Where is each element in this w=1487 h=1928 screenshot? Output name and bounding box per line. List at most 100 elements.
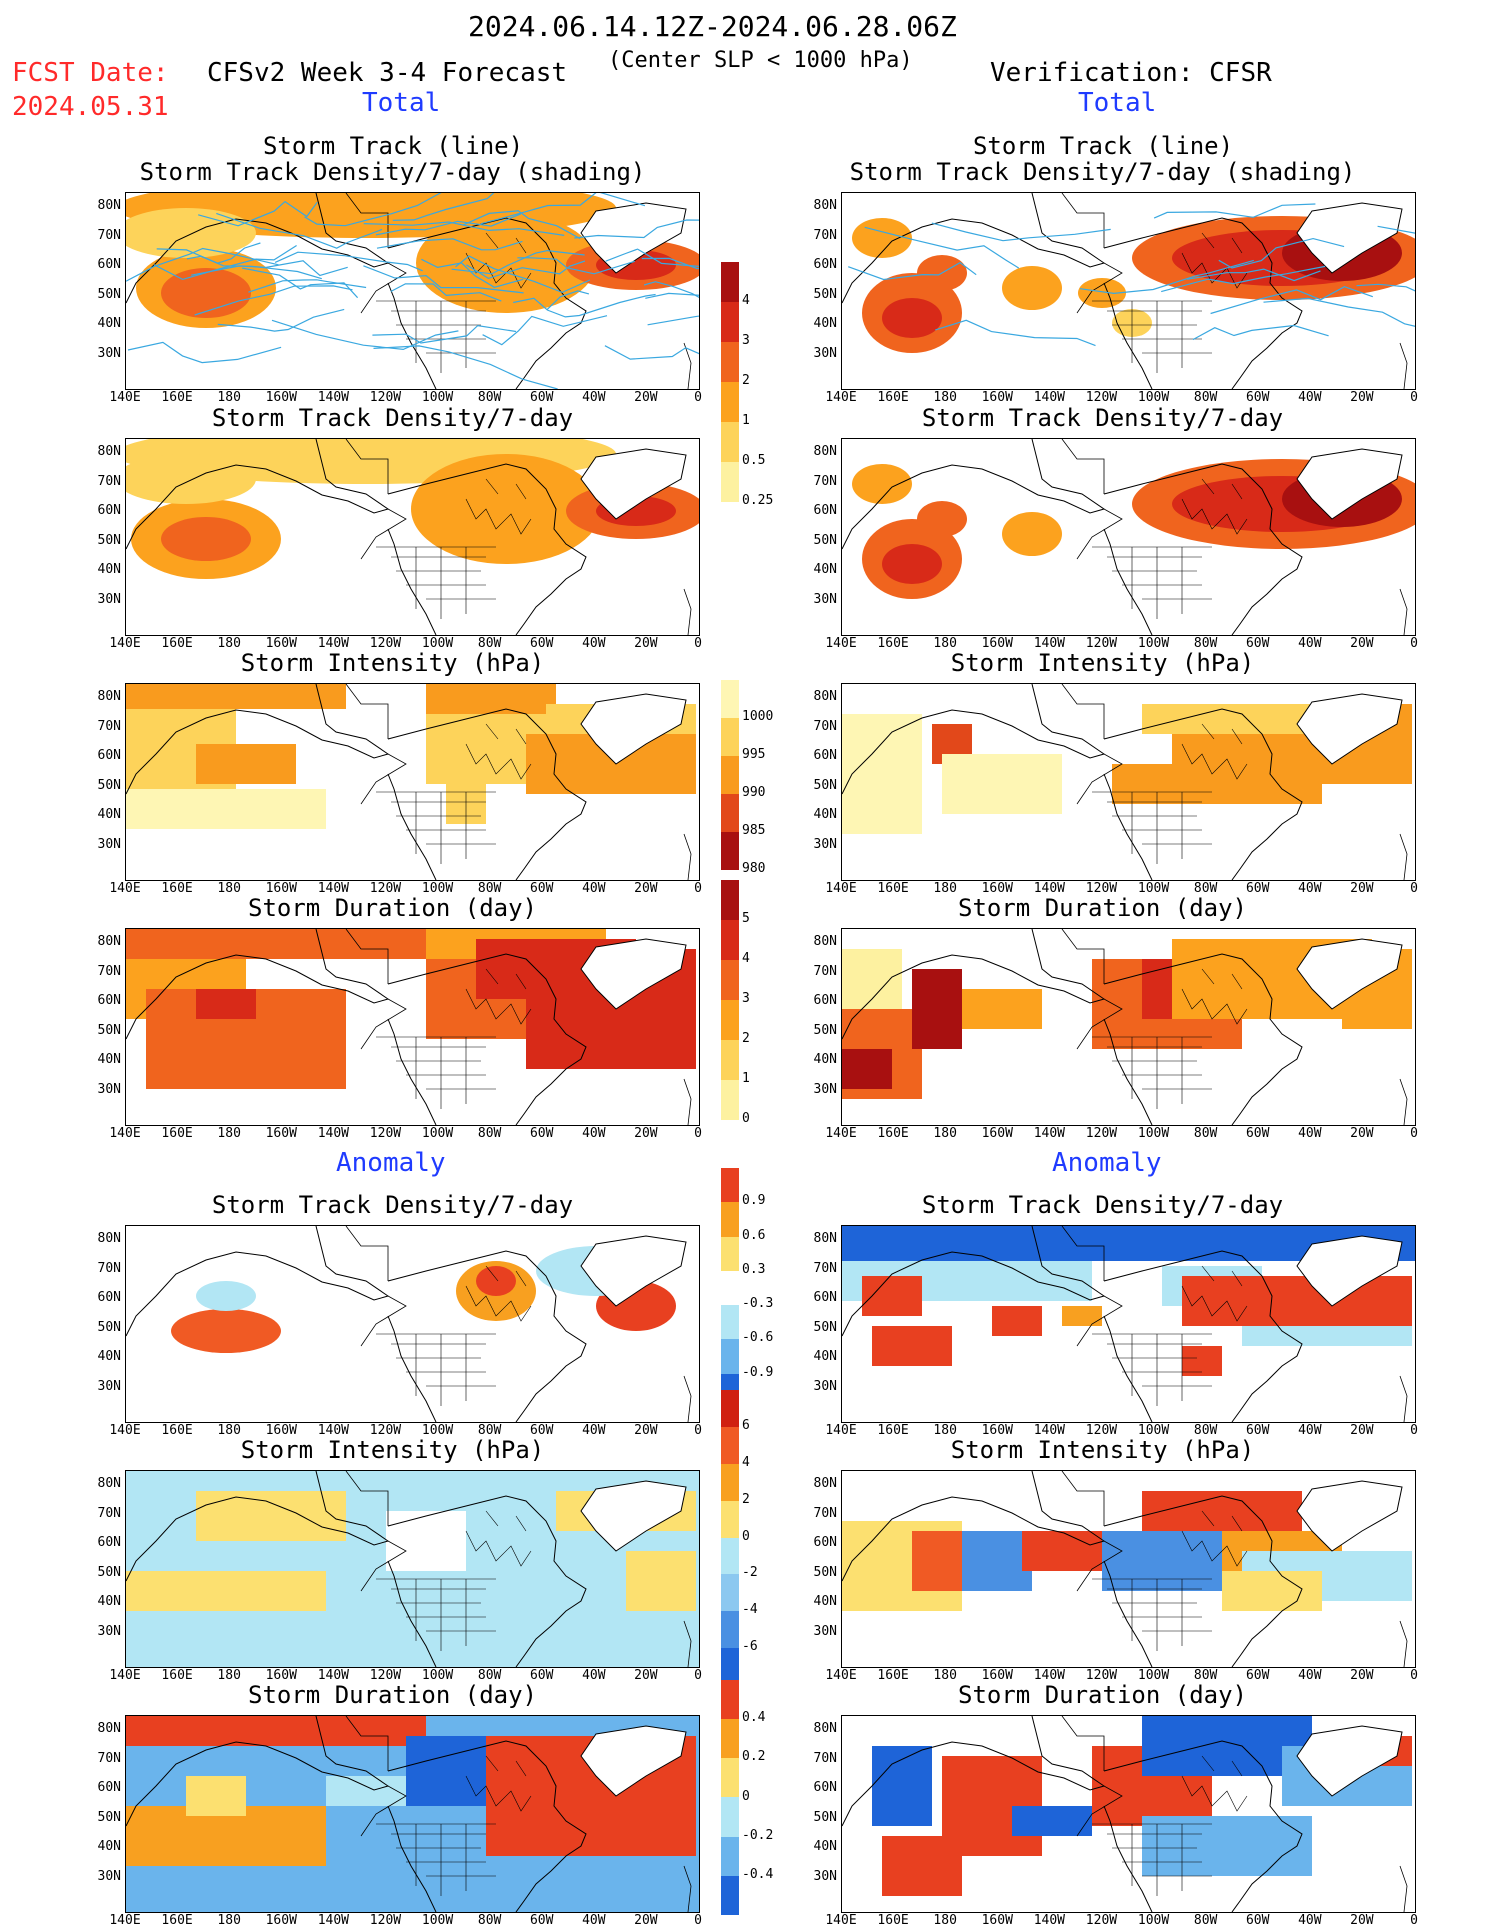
lon-tick-label: 0: [694, 390, 702, 405]
map-track-density-right: [841, 438, 1416, 636]
lon-tick-label: 180: [933, 1423, 957, 1438]
colorbar-label: -0.6: [742, 1330, 774, 1346]
lon-tick-label: 20W: [1350, 390, 1374, 405]
lat-tick-label: 30N: [97, 1868, 121, 1884]
lat-tick-label: 60N: [813, 1780, 837, 1795]
lat-tick-label: 30N: [97, 1378, 121, 1394]
lon-tick-label: 180: [933, 1668, 957, 1683]
lat-tick-label: 50N: [97, 777, 121, 793]
colorbar-label: 1000: [742, 709, 774, 724]
title-anom-density-left: Storm Track Density/7-day: [211, 1191, 574, 1219]
lat-tick-label: 40N: [813, 1349, 837, 1364]
map-track-density-left: [125, 438, 700, 636]
title-anom-density-right: Storm Track Density/7-day: [921, 1191, 1284, 1219]
lon-tick-label: 120W: [369, 636, 402, 651]
lon-tick-label: 140E: [109, 1423, 141, 1438]
colorbar-label: 3: [742, 991, 750, 1006]
lat-tick-label: 70N: [813, 963, 837, 979]
lat-tick-label: 80N: [813, 198, 837, 213]
title-duration-left: Storm Duration (day): [248, 894, 537, 922]
lon-tick-label: 180: [217, 390, 241, 405]
lon-tick-label: 20W: [634, 390, 658, 405]
lat-tick-label: 70N: [813, 227, 837, 243]
lon-tick-label: 160E: [877, 881, 909, 896]
map-anom-duration-right: [841, 1715, 1416, 1913]
colorbar-segment: [721, 262, 739, 302]
lat-tick-label: 50N: [97, 1564, 121, 1580]
lon-tick-label: 60W: [529, 1668, 554, 1683]
map-anom-intensity-right: [841, 1470, 1416, 1668]
colorbar-segment: [721, 1574, 739, 1612]
lat-tick-label: 70N: [97, 1260, 121, 1276]
colorbar-segment: [721, 1080, 739, 1120]
lat-tick-label: 70N: [813, 1750, 837, 1766]
lat-tick-label: 40N: [813, 562, 837, 577]
colorbar-segment: [721, 1426, 739, 1464]
lon-tick-label: 0: [694, 636, 702, 651]
lon-tick-label: 0: [694, 1913, 702, 1928]
title-intensity-right: Storm Intensity (hPa): [950, 649, 1255, 677]
lon-tick-label: 60W: [529, 1423, 554, 1438]
lon-tick-label: 140W: [1033, 1668, 1066, 1683]
lon-tick-label: 160W: [981, 636, 1013, 651]
lat-tick-label: 70N: [813, 1260, 837, 1276]
colorbar-segment: [721, 1648, 739, 1685]
lon-tick-label: 140W: [1033, 1126, 1066, 1141]
lon-tick-label: 160E: [877, 636, 909, 651]
lat-tick-label: 70N: [97, 718, 121, 734]
lon-tick-label: 140W: [317, 1668, 350, 1683]
lon-tick-label: 0: [1410, 1423, 1418, 1438]
colorbar-intensity-total: [721, 680, 739, 870]
lon-tick-label: 180: [217, 636, 241, 651]
lon-tick-label: 140W: [317, 1913, 350, 1928]
lon-tick-label: 160E: [877, 390, 909, 405]
lon-tick-label: 0: [694, 1126, 702, 1141]
lat-tick-label: 60N: [813, 1535, 837, 1550]
lon-tick-label: 140E: [109, 1913, 141, 1928]
colorbar-label: 1: [742, 1071, 750, 1086]
colorbar-label: 0: [742, 1528, 750, 1544]
colorbar-segment: [721, 1000, 739, 1040]
lat-tick-label: 60N: [97, 993, 121, 1008]
lat-tick-label: 60N: [813, 503, 837, 518]
lon-tick-label: 100W: [1137, 1423, 1170, 1438]
lon-tick-label: 140E: [825, 1668, 857, 1683]
lat-tick-label: 80N: [813, 1721, 837, 1736]
lon-tick-label: 140W: [1033, 1423, 1066, 1438]
lon-tick-label: 0: [1410, 1913, 1418, 1928]
colorbar-label: 4: [742, 1454, 750, 1470]
lat-tick-label: 80N: [97, 444, 121, 459]
title-track-line-left: Storm Track (line): [262, 132, 524, 160]
lat-tick-label: 40N: [813, 1594, 837, 1609]
colorbar-label: 2: [742, 1031, 750, 1046]
lon-tick-label: 80W: [1193, 881, 1218, 896]
lat-tick-label: 30N: [97, 345, 121, 361]
lon-tick-label: 120W: [1085, 1668, 1118, 1683]
lon-tick-label: 140E: [825, 390, 857, 405]
lon-tick-label: 160E: [161, 1913, 193, 1928]
colorbar-segment: [721, 462, 739, 502]
lat-tick-label: 60N: [813, 257, 837, 272]
lon-tick-label: 140W: [1033, 1913, 1066, 1928]
colorbar-segment: [721, 718, 739, 756]
colorbar-segment: [721, 1537, 739, 1575]
lon-tick-label: 160W: [981, 1913, 1013, 1928]
lat-tick-label: 70N: [97, 963, 121, 979]
section-anomaly-right: Anomaly: [1052, 1148, 1162, 1178]
title-track-density-right: Storm Track Density/7-day: [921, 404, 1284, 432]
lon-tick-label: 20W: [634, 1423, 658, 1438]
lat-tick-label: 80N: [813, 1476, 837, 1491]
lat-tick-label: 60N: [97, 1780, 121, 1795]
lon-tick-label: 40W: [582, 1913, 606, 1928]
colorbar-label: 0.3: [742, 1261, 766, 1277]
lat-tick-label: 80N: [813, 444, 837, 459]
colorbar-segment: [721, 756, 739, 794]
lon-tick-label: 20W: [1350, 1126, 1374, 1141]
lon-tick-label: 140W: [317, 390, 350, 405]
colorbar-label: -0.2: [742, 1827, 774, 1843]
lat-tick-label: 50N: [97, 286, 121, 302]
model-title: CFSv2 Week 3-4 Forecast: [207, 58, 568, 88]
lon-tick-label: 140W: [317, 1423, 350, 1438]
lon-tick-label: 160W: [265, 636, 297, 651]
lon-tick-label: 120W: [369, 1668, 402, 1683]
